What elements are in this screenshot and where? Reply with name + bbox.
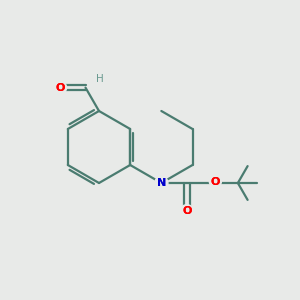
Text: O: O xyxy=(56,82,65,93)
Text: O: O xyxy=(56,82,65,93)
Text: N: N xyxy=(157,178,166,188)
Circle shape xyxy=(181,205,193,217)
Circle shape xyxy=(155,176,168,190)
Text: O: O xyxy=(182,206,191,216)
Text: O: O xyxy=(182,206,191,216)
Text: O: O xyxy=(211,176,220,187)
Text: O: O xyxy=(211,176,220,187)
Circle shape xyxy=(209,176,221,188)
Text: N: N xyxy=(157,178,166,188)
Circle shape xyxy=(55,82,67,94)
Text: H: H xyxy=(96,74,104,84)
